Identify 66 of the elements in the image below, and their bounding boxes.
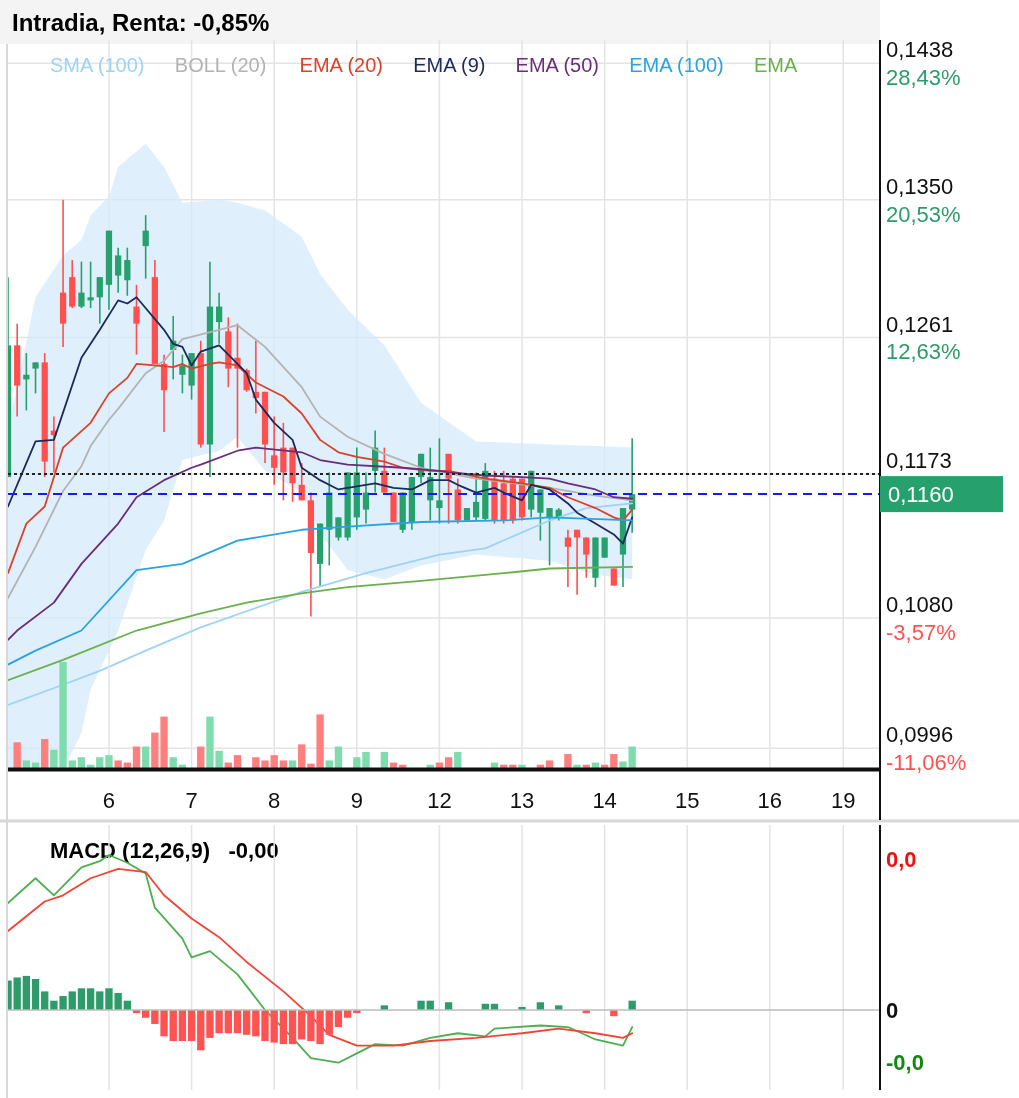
bar (362, 751, 370, 769)
text: SMA (100) (50, 54, 145, 76)
y2-tick-label: -3,57% (886, 620, 956, 646)
bar (187, 1010, 196, 1041)
text: -0,0 (886, 1050, 924, 1075)
bar (224, 1010, 232, 1034)
bar (41, 739, 49, 769)
text: EMA (50) (515, 54, 599, 76)
text: EMA (754, 54, 798, 76)
y-tick-label: 0,1438 (886, 37, 954, 63)
bar (444, 757, 453, 769)
x-tick-label: 19 (831, 788, 856, 813)
x-tick-label: 9 (350, 788, 363, 813)
bar (325, 1010, 333, 1035)
bar (13, 742, 21, 769)
bar (169, 1010, 177, 1041)
x-tick-label: 15 (675, 788, 700, 813)
bar (96, 757, 104, 769)
chart-title: Intradia, Renta: -0,85% (12, 9, 270, 36)
bar (288, 1010, 297, 1045)
bar (233, 1010, 242, 1034)
bar (178, 1010, 187, 1041)
y2-tick-label: 12,63% (886, 338, 961, 364)
y2-tick-label: 28,43% (886, 64, 961, 90)
bar (31, 979, 40, 1010)
y-tick-label: 0,1350 (886, 173, 954, 199)
y-tick-label: 0,1261 (886, 311, 954, 337)
bar (114, 760, 122, 769)
y-tick-label: 0,1080 (886, 592, 954, 618)
text: EMA (20) (299, 54, 383, 76)
y-tick-label: 0,1173 (886, 447, 952, 473)
text: EMA (9) (413, 54, 486, 76)
text: BOLL (20) (174, 54, 267, 76)
x-tick-label: 7 (185, 788, 198, 813)
bar (22, 975, 31, 1010)
bar (96, 991, 104, 1010)
text: EMA (100) (629, 54, 724, 76)
bar (86, 988, 95, 1010)
x-tick-label: 8 (268, 788, 281, 813)
x-tick-label: 6 (102, 788, 116, 813)
bar (353, 757, 361, 769)
chart-title: MACD (12,26,9) -0,00 (50, 838, 279, 863)
y2-tick-label: 20,53% (886, 201, 961, 227)
bar (298, 1010, 306, 1040)
bar (68, 991, 76, 1010)
x-tick-label: 16 (757, 788, 783, 813)
x-tick-label: 14 (592, 788, 617, 813)
bar (564, 754, 572, 769)
bar (105, 755, 113, 769)
bar (77, 988, 86, 1010)
bar (279, 1010, 288, 1045)
bar (334, 1010, 343, 1028)
bar (77, 757, 86, 769)
x-tick-label: 12 (427, 788, 452, 813)
ref-line-label: 0 (886, 998, 899, 1023)
bar (197, 1010, 205, 1051)
ref-line-label: 0,1160 (888, 482, 954, 508)
y2-tick-label: -11,06% (886, 750, 967, 776)
y-tick-label: 0,0996 (886, 722, 954, 748)
text: 0,0 (886, 847, 917, 872)
x-tick-label: 13 (509, 788, 535, 813)
bar (298, 744, 306, 769)
bar (270, 1010, 278, 1043)
bar (242, 1010, 251, 1035)
bar (169, 757, 177, 769)
bar (41, 991, 49, 1010)
